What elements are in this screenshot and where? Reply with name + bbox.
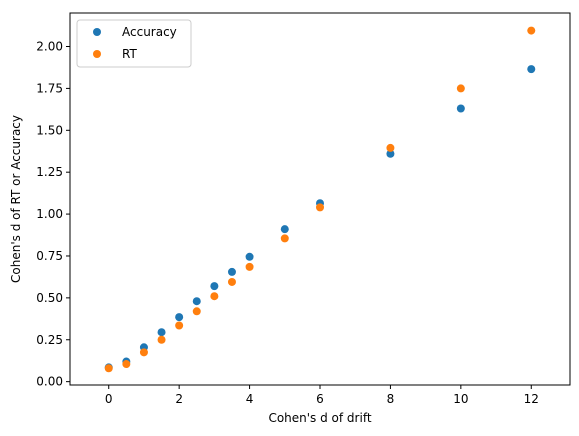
point-accuracy (280, 225, 289, 234)
point-accuracy (192, 297, 201, 306)
x-axis-label: Cohen's d of drift (268, 411, 371, 425)
y-tick-label: 1.25 (36, 165, 63, 179)
y-tick-label: 0.75 (36, 249, 63, 263)
legend-marker-accuracy (93, 28, 101, 36)
y-tick-label: 0.50 (36, 291, 63, 305)
x-tick-label: 6 (316, 392, 324, 406)
point-accuracy (527, 65, 536, 74)
y-axis-label: Cohen's d of RT or Accuracy (9, 115, 23, 283)
x-tick-label: 4 (246, 392, 254, 406)
y-tick-label: 2.00 (36, 40, 63, 54)
legend: Accuracy RT (76, 19, 192, 68)
y-tick-label: 1.50 (36, 123, 63, 137)
point-rt (210, 292, 219, 301)
point-rt (157, 335, 166, 344)
point-accuracy (386, 149, 395, 158)
point-rt (386, 143, 395, 152)
point-rt (227, 277, 236, 286)
point-accuracy (157, 328, 166, 337)
point-rt (139, 348, 148, 357)
y-tick-label: 0.00 (36, 375, 63, 389)
point-rt (245, 262, 254, 271)
point-rt (280, 234, 289, 243)
legend-box (76, 19, 192, 68)
legend-marker-rt (93, 50, 101, 58)
point-rt (175, 321, 184, 330)
point-accuracy (175, 313, 184, 322)
legend-label-rt: RT (122, 47, 137, 61)
x-tick-label: 10 (453, 392, 468, 406)
point-rt (316, 203, 324, 212)
point-rt (122, 360, 131, 369)
point-rt (104, 364, 113, 373)
point-rt (527, 26, 536, 35)
point-accuracy (227, 267, 236, 276)
plot-area (69, 12, 571, 386)
point-accuracy (456, 104, 465, 113)
x-tick-label: 2 (175, 392, 183, 406)
axis-ticks: 0 2 4 6 8 10 12 0.00 0.25 0.50 0.75 1.00 1.25 1.50 1.7… (36, 40, 539, 406)
point-accuracy (245, 252, 254, 261)
x-tick-label: 0 (105, 392, 113, 406)
point-rt (456, 84, 465, 93)
data-points (104, 26, 536, 373)
x-tick-label: 12 (524, 392, 539, 406)
legend-label-accuracy: Accuracy (122, 25, 177, 39)
x-tick-label: 8 (387, 392, 395, 406)
y-tick-label: 0.25 (36, 333, 63, 347)
y-tick-label: 1.75 (36, 81, 63, 95)
y-tick-label: 1.00 (36, 207, 63, 221)
point-accuracy (210, 282, 219, 291)
point-rt (192, 307, 201, 316)
